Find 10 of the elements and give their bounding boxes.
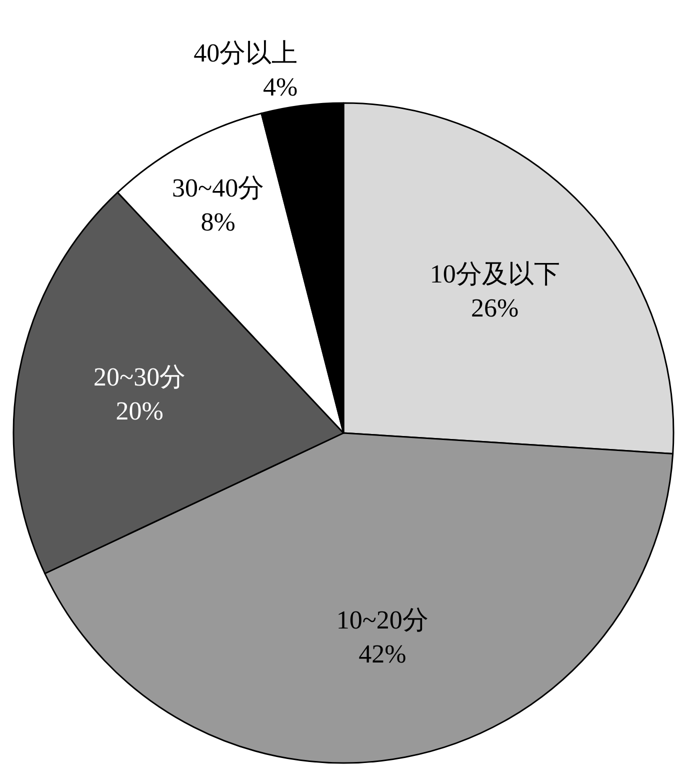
slice-label: 10~20分: [336, 605, 428, 634]
data-label: 8%: [200, 207, 236, 236]
data-label: 26%: [471, 293, 519, 322]
slice-label: 20~30分: [94, 362, 186, 392]
slice-label: 10分及以下: [430, 259, 560, 288]
data-label: 20%: [116, 396, 164, 426]
slice-label: 30~40分: [172, 173, 264, 202]
data-label: 42%: [358, 639, 406, 668]
data-label: 4%: [262, 72, 298, 102]
slice-label: 40分以上: [194, 38, 298, 68]
